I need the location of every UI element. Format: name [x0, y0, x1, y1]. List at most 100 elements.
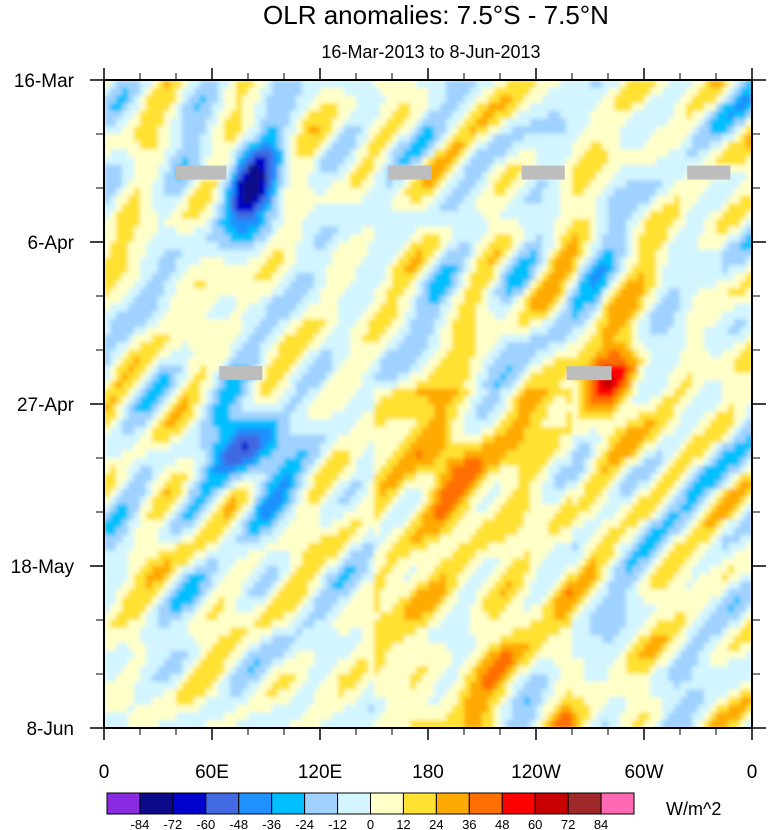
heatmap-cell	[128, 87, 135, 97]
heatmap-cell	[158, 172, 165, 181]
heatmap-cell	[272, 380, 279, 390]
heatmap-cell	[356, 87, 363, 97]
heatmap-cell	[362, 280, 369, 289]
heatmap-cell	[536, 396, 543, 405]
heatmap-cell	[332, 396, 339, 405]
heatmap-cell	[716, 234, 723, 243]
heatmap-cell	[650, 80, 657, 89]
heatmap-cell	[608, 164, 615, 174]
heatmap-cell	[392, 303, 399, 313]
heatmap-cell	[662, 195, 669, 205]
heatmap-cell	[728, 365, 735, 374]
heatmap-cell	[320, 180, 327, 189]
heatmap-cell	[278, 234, 285, 243]
heatmap-cell	[572, 80, 579, 89]
heatmap-cell	[158, 211, 165, 220]
heatmap-cell	[260, 288, 267, 297]
heatmap-cell	[164, 303, 171, 313]
heatmap-cell	[248, 95, 255, 104]
heatmap-cell	[362, 257, 369, 266]
heatmap-cell	[680, 272, 687, 282]
heatmap-cell	[602, 296, 609, 305]
heatmap-cell	[200, 80, 207, 89]
heatmap-cell	[626, 118, 633, 127]
heatmap-cell	[680, 411, 687, 421]
heatmap-cell	[104, 419, 111, 428]
heatmap-cell	[248, 265, 255, 274]
heatmap-cell	[692, 118, 699, 127]
heatmap-cell	[170, 365, 177, 374]
heatmap-cell	[476, 411, 483, 421]
heatmap-cell	[272, 149, 279, 158]
heatmap-cell	[356, 149, 363, 158]
heatmap-cell	[398, 87, 405, 97]
heatmap-cell	[242, 164, 249, 174]
heatmap-cell	[410, 342, 417, 351]
heatmap-cell	[464, 149, 471, 158]
heatmap-cell	[422, 211, 429, 220]
heatmap-cell	[248, 357, 255, 367]
heatmap-cell	[188, 118, 195, 127]
heatmap-cell	[452, 265, 459, 274]
heatmap-cell	[644, 296, 651, 305]
heatmap-cell	[260, 296, 267, 305]
heatmap-cell	[296, 80, 303, 89]
heatmap-cell	[230, 257, 237, 266]
heatmap-cell	[656, 319, 663, 328]
heatmap-cell	[518, 427, 525, 436]
heatmap-cell	[416, 226, 423, 235]
heatmap-cell	[404, 288, 411, 297]
heatmap-cell	[638, 188, 645, 197]
heatmap-cell	[716, 134, 723, 143]
heatmap-cell	[476, 180, 483, 189]
heatmap-cell	[194, 134, 201, 143]
heatmap-cell	[704, 211, 711, 220]
heatmap-cell	[308, 419, 315, 428]
heatmap-cell	[518, 134, 525, 143]
heatmap-cell	[314, 211, 321, 220]
heatmap-cell	[626, 134, 633, 143]
heatmap-cell	[260, 188, 267, 197]
heatmap-cell	[140, 404, 147, 413]
heatmap-cell	[644, 195, 651, 205]
heatmap-cell	[260, 134, 267, 143]
heatmap-cell	[674, 195, 681, 205]
heatmap-cell	[626, 427, 633, 436]
heatmap-cell	[356, 288, 363, 297]
heatmap-cell	[620, 103, 627, 112]
heatmap-cell	[614, 211, 621, 220]
heatmap-cell	[656, 180, 663, 189]
heatmap-cell	[458, 419, 465, 428]
heatmap-cell	[440, 257, 447, 266]
heatmap-cell	[344, 203, 351, 212]
heatmap-cell	[134, 203, 141, 212]
heatmap-cell	[428, 110, 435, 120]
heatmap-cell	[572, 396, 579, 405]
heatmap-cell	[434, 396, 441, 405]
heatmap-cell	[434, 365, 441, 374]
heatmap-cell	[308, 350, 315, 359]
heatmap-cell	[668, 172, 675, 181]
heatmap-cell	[554, 249, 561, 259]
heatmap-cell	[530, 110, 537, 120]
heatmap-cell	[206, 404, 213, 413]
heatmap-cell	[662, 272, 669, 282]
heatmap-cell	[260, 164, 267, 174]
heatmap-cell	[338, 303, 345, 313]
heatmap-cell	[488, 365, 495, 374]
heatmap-cell	[170, 211, 177, 220]
heatmap-cell	[638, 288, 645, 297]
heatmap-cell	[350, 118, 357, 127]
heatmap-cell	[278, 118, 285, 127]
heatmap-cell	[662, 296, 669, 305]
heatmap-cell	[344, 288, 351, 297]
heatmap-cell	[356, 427, 363, 436]
heatmap-cell	[314, 134, 321, 143]
heatmap-cell	[740, 265, 747, 274]
heatmap-cell	[128, 118, 135, 127]
heatmap-cell	[392, 357, 399, 367]
heatmap-cell	[128, 396, 135, 405]
heatmap-cell	[368, 188, 375, 197]
heatmap-cell	[212, 157, 219, 166]
heatmap-cell	[716, 126, 723, 135]
